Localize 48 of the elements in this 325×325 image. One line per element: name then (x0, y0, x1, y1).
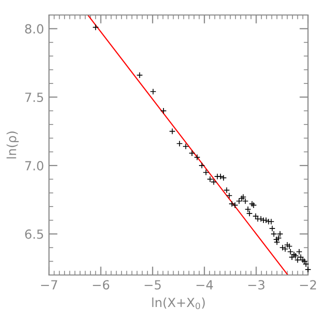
point (265, 218, 272, 225)
point (268, 218, 274, 225)
point (150, 88, 156, 95)
point (262, 217, 270, 224)
point (188, 150, 196, 156)
y-tick-label: 7.5 (25, 92, 44, 102)
point (302, 260, 310, 268)
y-tick-label: 8.0 (25, 24, 44, 34)
point (169, 128, 176, 135)
point (244, 206, 252, 213)
point (206, 176, 214, 182)
point (228, 200, 236, 208)
x-axis-title: ln(X+X$_{0}$) (152, 298, 205, 310)
x-tick-label: −5 (144, 280, 161, 290)
point (92, 24, 99, 31)
point (226, 192, 232, 199)
x-tick-label: −4 (196, 280, 213, 290)
point (242, 198, 249, 204)
point (287, 248, 294, 255)
point (176, 140, 183, 147)
point (136, 72, 143, 78)
x-tick-label: −3 (248, 280, 264, 290)
point (254, 216, 261, 222)
x-tick-label: −2 (300, 280, 316, 290)
point (246, 210, 253, 217)
y-axis-title: ln(ρ) (6, 132, 19, 158)
point (270, 230, 278, 238)
point (198, 162, 206, 169)
y-tick-label: 7.0 (25, 161, 44, 170)
x-tick-label: −6 (92, 280, 110, 290)
point (260, 217, 267, 224)
point (269, 225, 276, 232)
point (236, 198, 242, 204)
point (194, 154, 200, 161)
point (182, 143, 189, 150)
point (252, 212, 259, 220)
point (288, 254, 296, 260)
x-tick-label: −7 (41, 280, 58, 290)
y-tick-label: 6.5 (25, 229, 44, 239)
point (274, 238, 280, 246)
point (220, 174, 227, 182)
point (275, 234, 282, 242)
point (202, 169, 210, 176)
point (294, 256, 301, 264)
point (223, 186, 230, 194)
point (258, 216, 264, 222)
point (217, 173, 224, 180)
point (160, 108, 167, 114)
